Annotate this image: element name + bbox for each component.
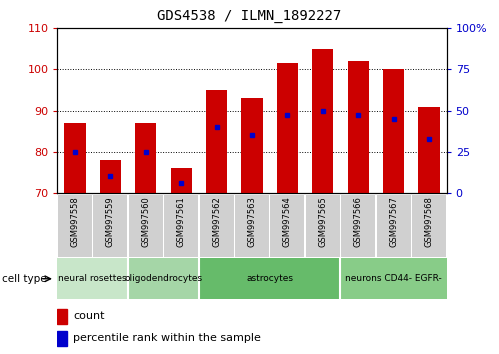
Text: neural rosettes: neural rosettes [58,274,127,283]
Bar [200,195,234,257]
Text: GSM997559: GSM997559 [106,196,115,247]
Bar [135,123,157,193]
Bar [270,195,304,257]
Bar [306,195,340,257]
Text: cell type: cell type [2,274,47,284]
Bar [57,309,67,324]
Bar [235,195,269,257]
Bar [171,168,192,193]
Bar [100,160,121,193]
Text: percentile rank within the sample: percentile rank within the sample [73,333,261,343]
Bar [199,258,340,299]
Text: oligodendrocytes: oligodendrocytes [124,274,203,283]
Text: GSM997567: GSM997567 [389,196,398,247]
Bar [341,195,375,257]
Bar [340,258,447,299]
Bar [412,195,446,257]
Bar [58,195,92,257]
Text: GSM997562: GSM997562 [212,196,221,247]
Text: GSM997564: GSM997564 [283,196,292,247]
Bar [242,98,262,193]
Bar [57,331,67,346]
Text: GSM997565: GSM997565 [318,196,327,247]
Bar [312,49,333,193]
Bar [206,90,227,193]
Text: neurons CD44- EGFR-: neurons CD44- EGFR- [345,274,442,283]
Bar [128,258,199,299]
Text: GSM997568: GSM997568 [425,196,434,247]
Text: GSM997558: GSM997558 [70,196,79,247]
Bar [129,195,163,257]
Text: count: count [73,312,104,321]
Bar [64,123,86,193]
Text: astrocytes: astrocytes [246,274,293,283]
Bar [57,258,128,299]
Bar [418,107,440,193]
Text: GSM997560: GSM997560 [141,196,150,247]
Bar [383,69,404,193]
Bar [347,61,369,193]
Text: GDS4538 / ILMN_1892227: GDS4538 / ILMN_1892227 [157,9,342,23]
Text: GSM997561: GSM997561 [177,196,186,247]
Bar [277,63,298,193]
Bar [93,195,127,257]
Bar [377,195,411,257]
Text: GSM997563: GSM997563 [248,196,256,247]
Text: GSM997566: GSM997566 [354,196,363,247]
Bar [164,195,198,257]
